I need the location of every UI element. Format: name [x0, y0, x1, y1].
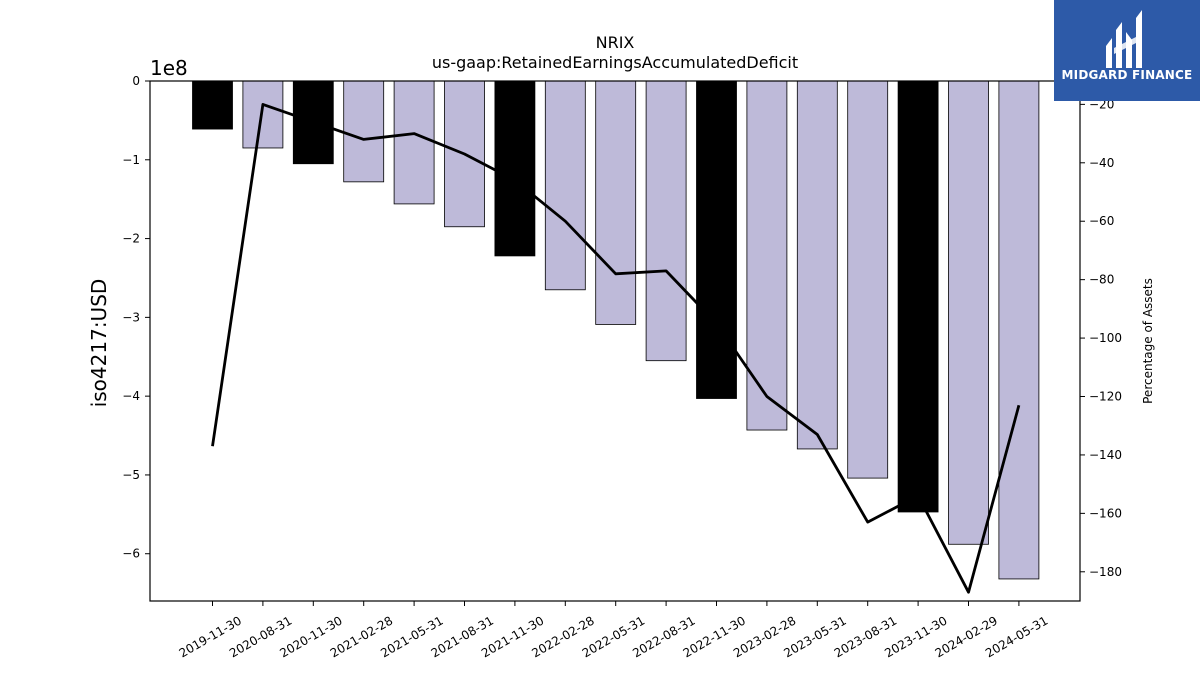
plot-frame: [149, 80, 1081, 602]
midgard-logo-icon: [1106, 10, 1142, 68]
y-right-tick-label: −120: [1089, 390, 1122, 404]
bar-2021-05-31: [393, 80, 435, 205]
bars-layer: [192, 80, 1040, 580]
y-right-tick-label: −140: [1089, 448, 1122, 462]
bar-2019-11-30: [192, 80, 233, 130]
y-axis-label: iso4217:USD: [87, 279, 111, 408]
y-right-tick-label: −100: [1089, 331, 1122, 345]
chart-title: NRIX: [596, 33, 635, 52]
y-tick-label: −4: [122, 389, 140, 403]
bar-2022-08-31: [645, 80, 687, 362]
bar-2022-02-28: [544, 80, 586, 291]
y-right-tick-label: −180: [1089, 565, 1122, 579]
percent-assets-line: [211, 103, 1021, 594]
bar-2020-08-31: [242, 80, 284, 149]
y-tick-label: −3: [122, 310, 140, 324]
bar-2021-02-28: [343, 80, 385, 183]
bar-2023-08-31: [847, 80, 889, 479]
bar-2023-11-30: [897, 80, 939, 513]
y-right-tick-label: −160: [1089, 506, 1122, 520]
y-offset-label: 1e8: [150, 56, 188, 80]
y-right-tick-label: −40: [1089, 156, 1114, 170]
line-layer: [211, 103, 1021, 594]
bar-2024-05-31: [998, 80, 1040, 580]
y-tick-label: −6: [122, 547, 140, 561]
y-right-tick-label: −80: [1089, 273, 1114, 287]
y-right-tick-label: −60: [1089, 214, 1114, 228]
y-tick-label: 0: [132, 74, 140, 88]
chart-subtitle: us-gaap:RetainedEarningsAccumulatedDefic…: [432, 53, 798, 72]
bar-2023-05-31: [796, 80, 838, 450]
y-axis-right-label: Percentage of Assets: [1141, 278, 1155, 404]
bar-2021-11-30: [494, 80, 536, 257]
logo-text: MIDGARD FINANCE: [1061, 68, 1193, 82]
bar-2024-02-29: [948, 80, 989, 545]
y-tick-label: −1: [122, 153, 140, 167]
y-tick-label: −2: [122, 232, 140, 246]
bar-2022-05-31: [595, 80, 637, 325]
brand-logo: MIDGARD FINANCE: [1054, 0, 1200, 101]
y-tick-label: −5: [122, 468, 140, 482]
bar-2022-11-30: [696, 80, 737, 399]
